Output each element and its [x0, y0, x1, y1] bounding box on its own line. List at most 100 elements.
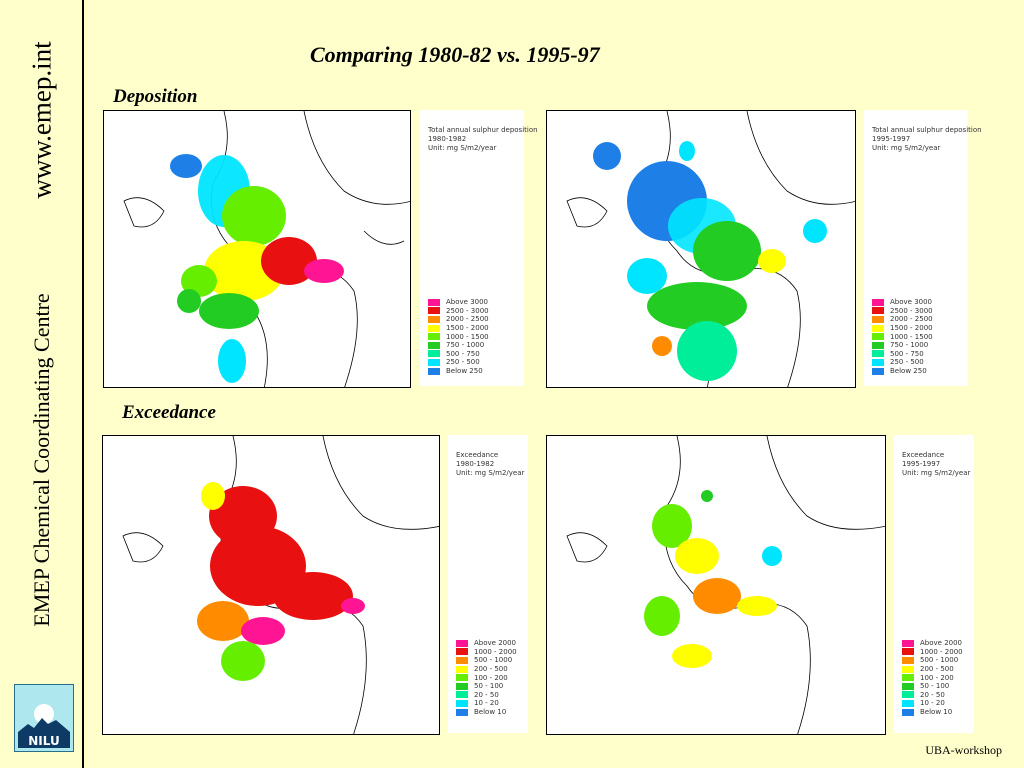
- map-exceedance-1980: [102, 435, 440, 735]
- legend-swatch: [872, 307, 884, 315]
- legend-entry: Below 10: [456, 708, 517, 717]
- legend-entry: 10 - 20: [902, 699, 963, 708]
- legend-entry: 1500 - 2000: [428, 324, 489, 333]
- page-title: Comparing 1980-82 vs. 1995-97: [310, 42, 600, 67]
- legend-entry: 500 - 1000: [902, 656, 963, 665]
- legend-label: 50 - 100: [920, 682, 950, 691]
- legend-unit: Unit: mg S/m2/year: [456, 469, 525, 477]
- legend-period: 1995-1997: [902, 460, 941, 468]
- legend-swatch: [428, 350, 440, 358]
- legend-entry: Above 3000: [872, 298, 933, 307]
- section-exceedance: Exceedance: [122, 402, 216, 423]
- legend-swatch: [872, 315, 884, 323]
- legend-swatch: [872, 358, 884, 366]
- legend-swatch: [428, 315, 440, 323]
- legend-deposition-1995: Total annual sulphur deposition 1995-199…: [864, 110, 982, 386]
- map-graphic: [566, 111, 855, 387]
- legend-entry: 750 - 1000: [428, 341, 489, 350]
- exceedance-field: [197, 482, 365, 681]
- legend-label: 100 - 200: [474, 673, 508, 682]
- map-exceedance-1995: [546, 435, 886, 735]
- legend-label: Above 3000: [890, 298, 933, 307]
- legend-swatch: [902, 691, 914, 699]
- legend-entry: 50 - 100: [902, 682, 963, 691]
- legend-label: 250 - 500: [446, 358, 480, 367]
- centre-name: EMEP Chemical Coordinating Centre: [29, 293, 54, 627]
- legend-entries: Above 3000 2500 - 3000 2000 - 2500 1500 - 2…: [428, 298, 489, 375]
- legend-entry: 500 - 750: [428, 350, 489, 359]
- legend-entry: 200 - 500: [902, 665, 963, 674]
- legend-label: 250 - 500: [890, 358, 924, 367]
- legend-entry: 1000 - 1500: [872, 332, 933, 341]
- legend-entry: 1000 - 2000: [902, 648, 963, 657]
- nilu-logo: NILU: [14, 684, 74, 752]
- legend-entry: 100 - 200: [902, 673, 963, 682]
- footer-label: UBA-workshop: [925, 743, 1002, 757]
- legend-label: 10 - 20: [920, 699, 945, 708]
- legend-swatch: [456, 674, 468, 682]
- map-deposition-1995: [546, 110, 856, 388]
- legend-swatch: [456, 639, 468, 647]
- legend-swatch: [428, 367, 440, 375]
- legend-label: 1000 - 1500: [446, 332, 489, 341]
- legend-entry: 1000 - 2000: [456, 648, 517, 657]
- deposition-field: [593, 141, 827, 381]
- legend-swatch: [456, 665, 468, 673]
- legend-label: 1000 - 1500: [890, 332, 933, 341]
- legend-entry: Below 250: [872, 367, 933, 376]
- legend-entries: Above 2000 1000 - 2000 500 - 1000 200 - 500…: [902, 639, 963, 716]
- legend-swatch: [902, 708, 914, 716]
- logo-text: NILU: [28, 734, 59, 748]
- legend-period: 1980-1982: [428, 135, 467, 143]
- legend-swatch: [428, 358, 440, 366]
- legend-entries: Above 3000 2500 - 3000 2000 - 2500 1500 - 2…: [872, 298, 933, 375]
- legend-label: 100 - 200: [920, 673, 954, 682]
- legend-label: 20 - 50: [920, 690, 945, 699]
- legend-period: 1995-1997: [872, 135, 911, 143]
- legend-title: Total annual sulphur deposition: [872, 126, 982, 134]
- legend-swatch: [456, 691, 468, 699]
- legend-swatch: [872, 333, 884, 341]
- legend-swatch: [872, 324, 884, 332]
- legend-label: 500 - 750: [446, 349, 480, 358]
- legend-label: 200 - 500: [474, 665, 508, 674]
- legend-entry: 10 - 20: [456, 699, 517, 708]
- map-graphic: [566, 436, 885, 734]
- legend-entry: 2500 - 3000: [428, 307, 489, 316]
- legend-entry: 20 - 50: [456, 691, 517, 700]
- legend-label: 1000 - 2000: [474, 647, 517, 656]
- legend-swatch: [456, 708, 468, 716]
- legend-label: 2000 - 2500: [890, 315, 933, 324]
- map-graphic: [122, 436, 439, 734]
- legend-unit: Unit: mg S/m2/year: [902, 469, 971, 477]
- legend-entry: 1500 - 2000: [872, 324, 933, 333]
- legend-entry: 2000 - 2500: [428, 315, 489, 324]
- legend-swatch: [872, 350, 884, 358]
- legend-entry: 500 - 750: [872, 350, 933, 359]
- legend-entry: Below 250: [428, 367, 489, 376]
- legend-label: Below 250: [446, 367, 483, 376]
- legend-entry: Above 3000: [428, 298, 489, 307]
- legend-swatch: [902, 639, 914, 647]
- legend-entry: 2500 - 3000: [872, 307, 933, 316]
- legend-period: 1980-1982: [456, 460, 495, 468]
- legend-label: 500 - 1000: [474, 656, 513, 665]
- legend-label: 20 - 50: [474, 690, 499, 699]
- legend-entry: 500 - 1000: [456, 656, 517, 665]
- map-deposition-1980: [103, 110, 411, 388]
- legend-entry: 200 - 500: [456, 665, 517, 674]
- legend-swatch: [428, 307, 440, 315]
- legend-unit: Unit: mg S/m2/year: [872, 144, 941, 152]
- legend-swatch: [872, 367, 884, 375]
- legend-swatch: [456, 648, 468, 656]
- legend-swatch: [872, 298, 884, 306]
- legend-swatch: [428, 333, 440, 341]
- exceedance-field: [644, 490, 782, 668]
- legend-entries: Above 2000 1000 - 2000 500 - 1000 200 - 500…: [456, 639, 517, 716]
- legend-exceedance-1980: Exceedance 1980-1982 Unit: mg S/m2/year …: [448, 435, 528, 733]
- legend-entry: Above 2000: [902, 639, 963, 648]
- legend-unit: Unit: mg S/m2/year: [428, 144, 497, 152]
- website-url[interactable]: www.emep.int: [26, 41, 57, 199]
- legend-label: 500 - 1000: [920, 656, 959, 665]
- legend-label: Below 250: [890, 367, 927, 376]
